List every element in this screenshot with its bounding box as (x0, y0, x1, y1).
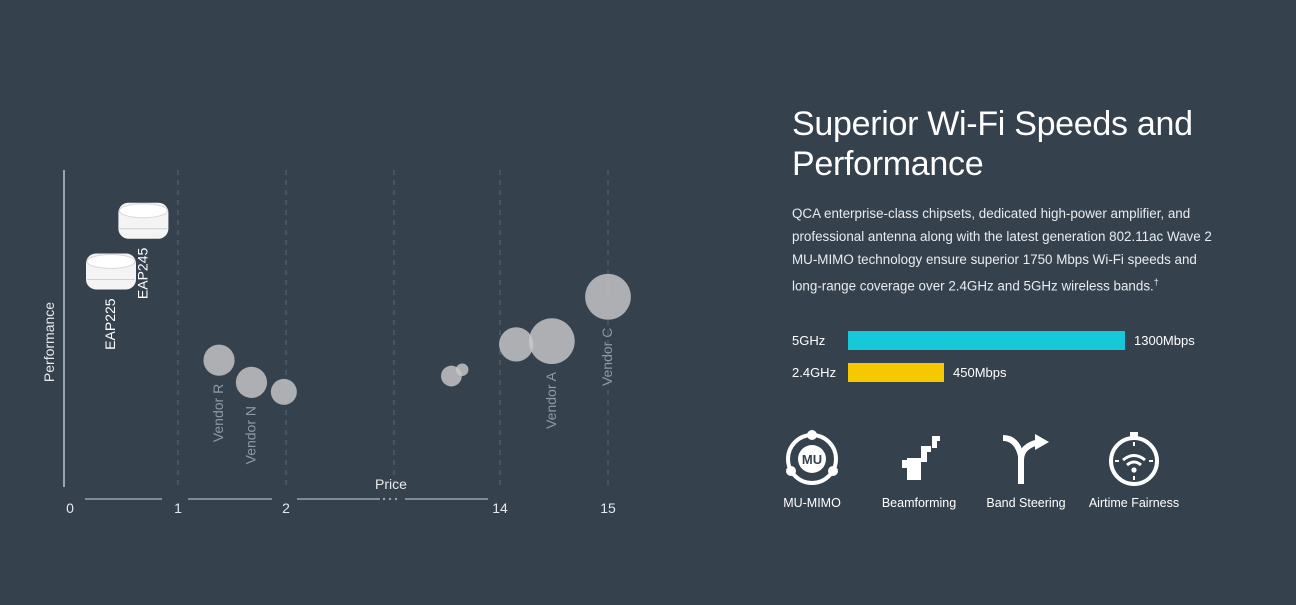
feature-label: MU-MIMO (783, 496, 841, 510)
speed-band-label: 5GHz (792, 332, 826, 348)
access-point-icon (86, 253, 136, 290)
info-panel: Superior Wi-Fi Speeds and Performance QC… (783, 104, 1232, 510)
mu-badge-text: MU (802, 452, 822, 467)
feature-airtime-fairness: Airtime Fairness (1084, 430, 1184, 510)
y-axis-label: Performance (41, 302, 57, 382)
chart-bubbles (86, 202, 631, 405)
band-steering-icon (1002, 434, 1049, 484)
product-label: EAP225 (102, 298, 118, 350)
feature-label: Airtime Fairness (1088, 496, 1180, 510)
data-bubble (235, 366, 268, 398)
feature-beamforming: Beamforming (869, 430, 969, 510)
title-line-2: Performance (792, 145, 984, 183)
chart-gridlines (177, 170, 609, 487)
data-bubble (455, 363, 469, 376)
speed-row-5ghz: 5GHz 1300Mbps (792, 330, 1195, 350)
speed-row-24ghz: 2.4GHz 450Mbps (792, 362, 1006, 382)
vendor-label: Vendor N (242, 406, 258, 464)
footnote-mark: † (1153, 277, 1159, 287)
axis-break-dot (388, 497, 392, 501)
x-tick-label: 0 (66, 500, 74, 516)
vendor-label: Vendor R (210, 384, 226, 442)
speed-value: 450Mbps (953, 364, 1007, 380)
x-tick-label: 15 (600, 500, 616, 516)
section-title: Superior Wi-Fi Speeds and Performance (792, 104, 1232, 184)
data-bubble (585, 273, 631, 320)
device-top (86, 253, 136, 269)
feature-mu-mimo: MU MU-MIMO (762, 430, 862, 510)
data-bubble (499, 327, 534, 362)
airtime-fairness-icon (1109, 432, 1159, 486)
device-top (118, 203, 168, 219)
speed-bar (848, 362, 944, 382)
price-performance-chart: 0 1 2 14 15 Price Performance Vendor R Vendor N V… (41, 170, 631, 516)
vendor-label: Vendor C (599, 328, 615, 386)
chart-axes (63, 170, 488, 501)
mu-mimo-icon: MU (786, 430, 838, 485)
vendor-label: Vendor A (543, 371, 559, 428)
chart-labels: 0 1 2 14 15 Price Performance Vendor R Vendor N V… (41, 248, 616, 516)
data-bubble (203, 344, 235, 376)
data-bubble (270, 378, 297, 405)
x-tick-label: 2 (282, 500, 290, 516)
speed-bar (848, 330, 1125, 350)
title-line-1: Superior Wi-Fi Speeds and (792, 105, 1193, 143)
description-text: QCA enterprise-class chipsets, dedicated… (792, 206, 1212, 294)
x-tick-label: 1 (174, 500, 182, 516)
feature-label: Beamforming (881, 496, 957, 510)
speed-value: 1300Mbps (1134, 332, 1195, 348)
x-tick-label: 14 (492, 500, 508, 516)
product-label: EAP245 (134, 248, 150, 300)
access-point-icon (118, 202, 169, 239)
feature-label: Band Steering (986, 496, 1066, 510)
beamforming-icon (902, 436, 940, 480)
section-description: QCA enterprise-class chipsets, dedicated… (792, 202, 1212, 297)
speed-band-label: 2.4GHz (792, 364, 837, 380)
axis-break-dot (382, 497, 386, 501)
x-axis-label: Price (375, 476, 407, 492)
data-bubble (528, 318, 575, 365)
axis-break-dot (394, 497, 398, 501)
feature-band-steering: Band Steering (976, 430, 1076, 510)
feature-list: MU MU-MIMO Beamforming Band Steering (783, 430, 1206, 520)
